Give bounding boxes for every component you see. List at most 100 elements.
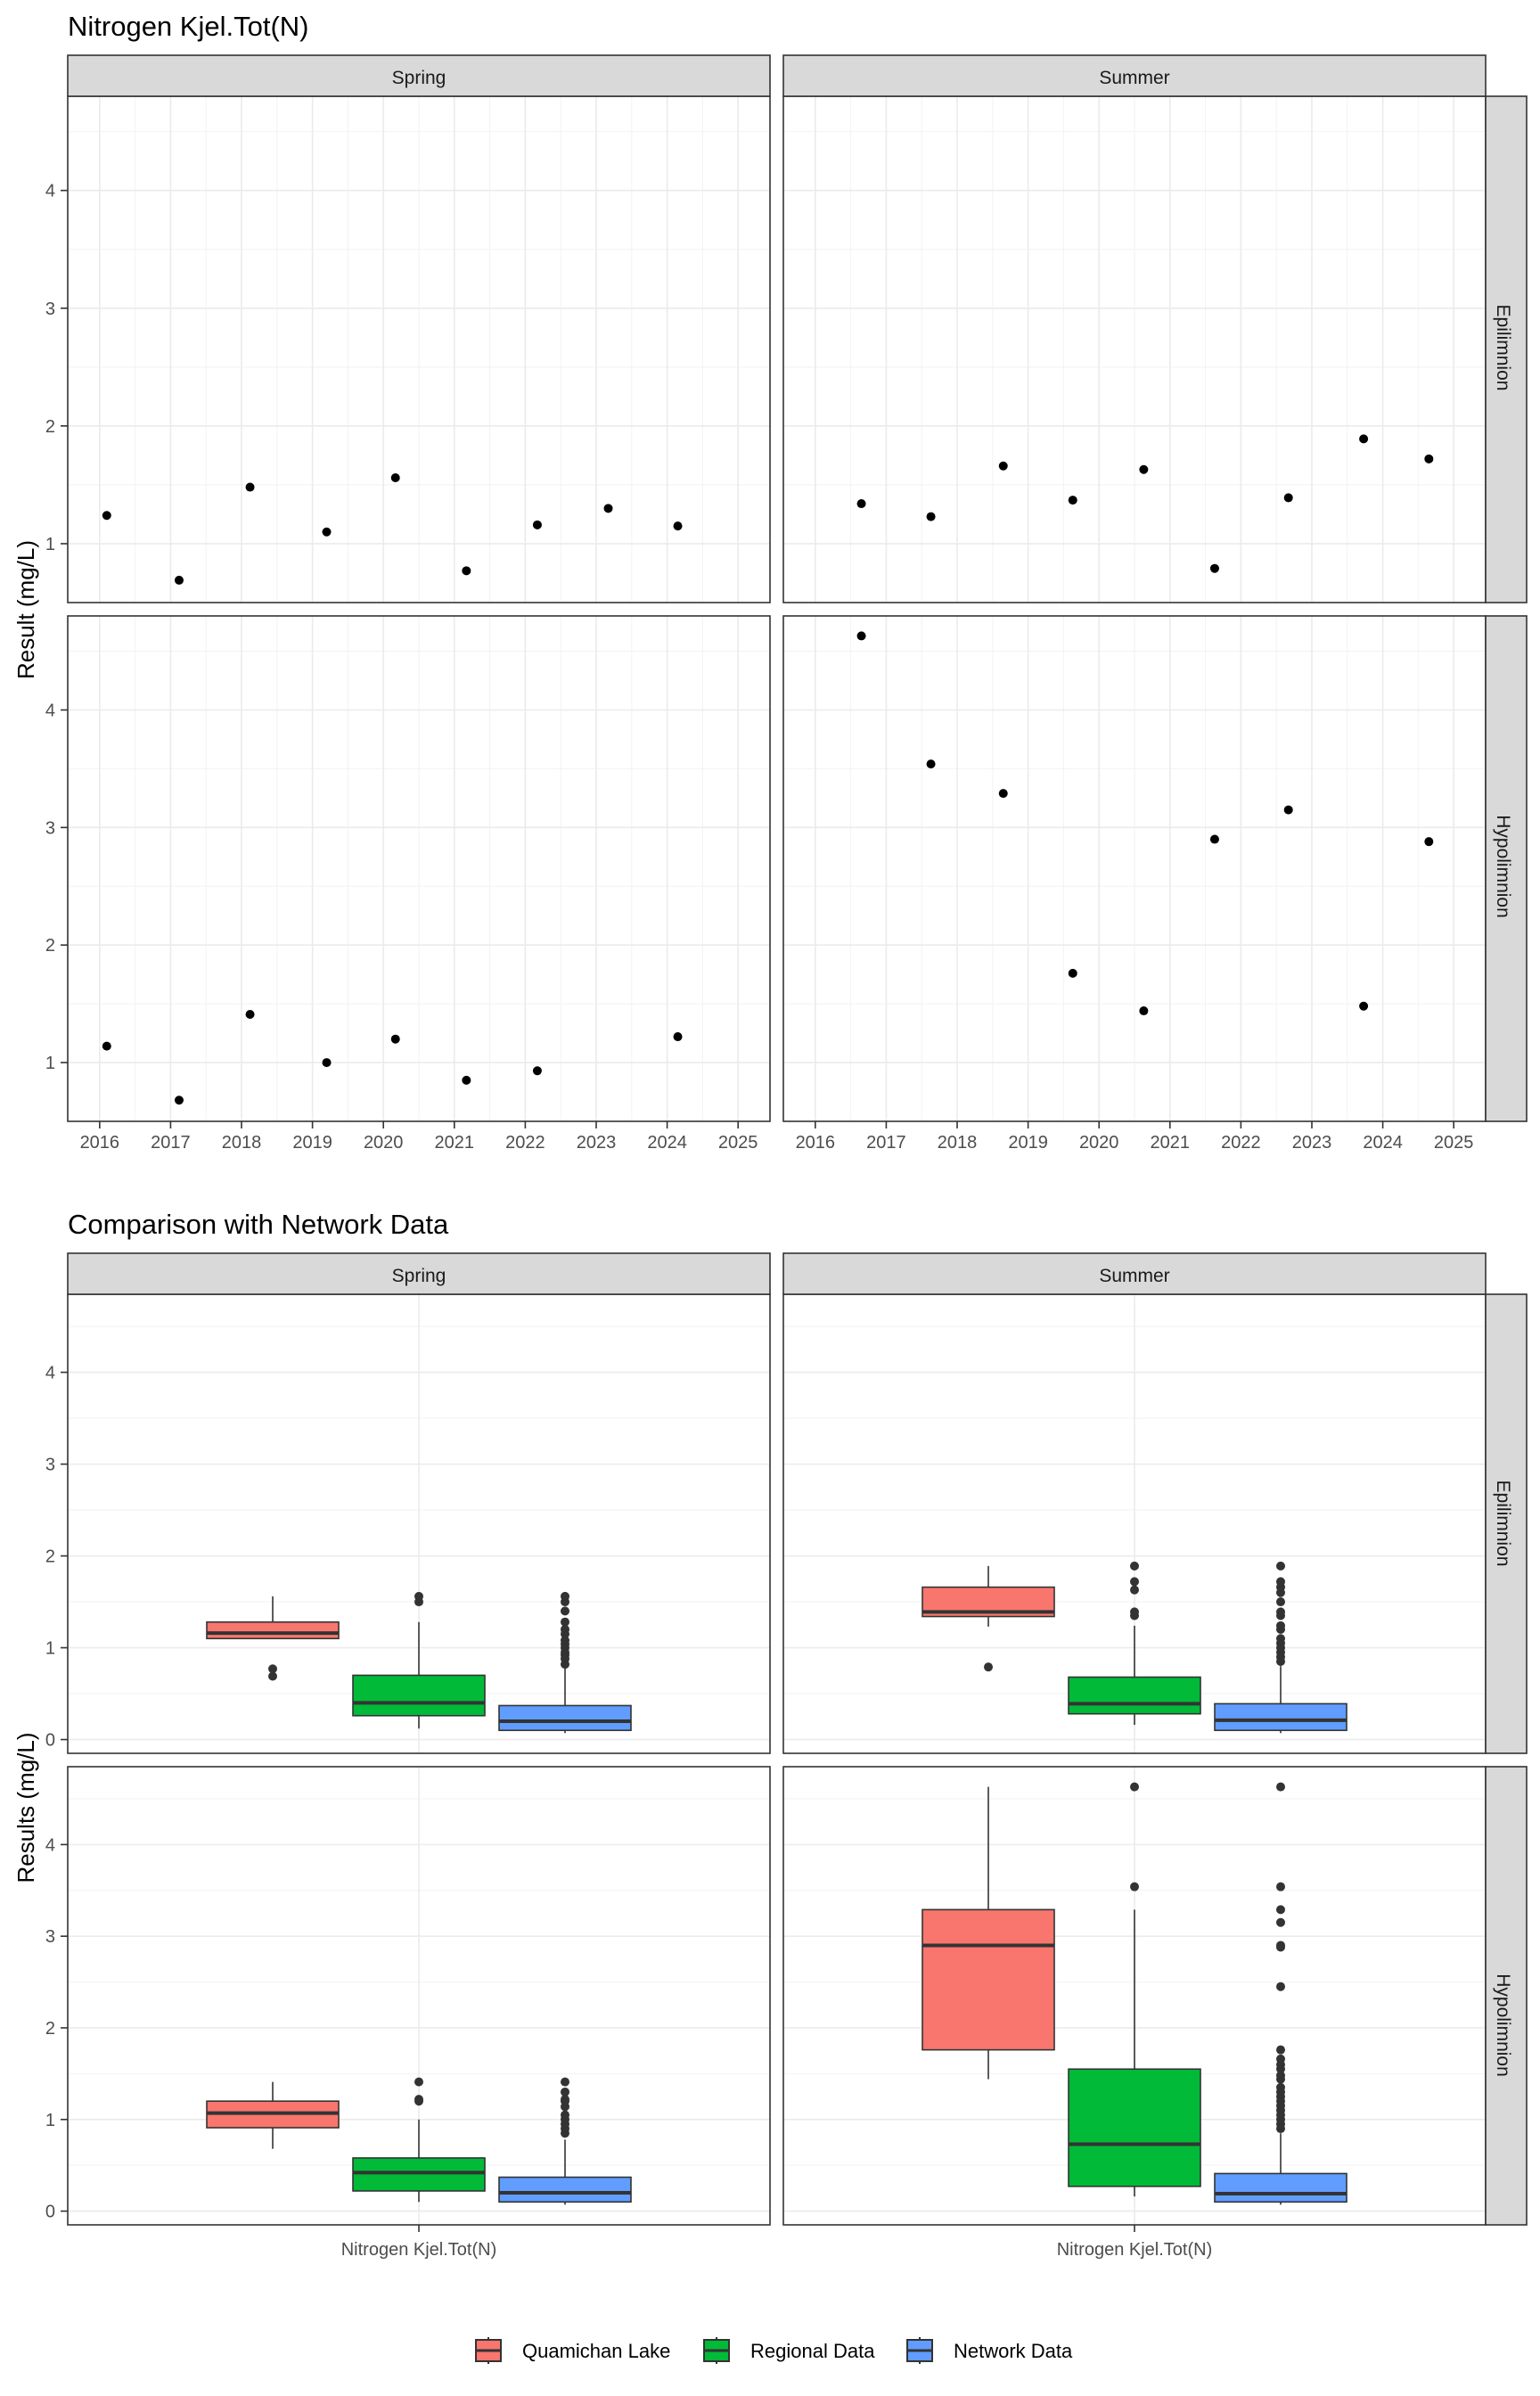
outlier-point	[414, 1597, 423, 1607]
y-tick-label: 3	[45, 1456, 55, 1475]
data-point	[1283, 805, 1293, 815]
outlier-point	[561, 2077, 569, 2087]
y-tick-label: 4	[45, 1835, 55, 1855]
data-point	[1209, 563, 1219, 573]
y-tick-label: 3	[45, 1927, 55, 1947]
legend-label-network-data: Network Data	[954, 2340, 1073, 2362]
x-tick-label: 2024	[1363, 1133, 1403, 1153]
y-tick-label: 0	[45, 1731, 55, 1751]
x-tick-label: 2018	[222, 1133, 262, 1153]
boxplot-strip-background-epilimnion	[1485, 1293, 1528, 1754]
boxplot-x-tick-spring: Nitrogen Kjel.Tot(N)	[341, 2240, 497, 2260]
box-body	[498, 1704, 632, 1732]
data-point	[532, 520, 542, 529]
outlier-point	[1276, 1782, 1285, 1792]
data-point	[926, 759, 936, 769]
outlier-point	[1276, 1607, 1285, 1617]
outlier-point	[414, 2095, 423, 2105]
outlier-point	[1276, 1905, 1285, 1915]
data-point	[174, 1095, 184, 1105]
outlier-point	[1130, 1577, 1139, 1587]
outlier-point	[561, 1624, 569, 1634]
outlier-point	[1276, 2054, 1285, 2064]
box-regional-data	[1068, 1561, 1201, 1726]
scatter-strip-spring: Spring	[392, 68, 446, 88]
outlier-point	[1276, 1561, 1285, 1571]
data-point	[1359, 1001, 1369, 1011]
boxplot-strip-summer: Summer	[1099, 1266, 1169, 1286]
data-point	[1424, 837, 1434, 847]
data-point	[998, 789, 1008, 799]
outlier-point	[1130, 1882, 1139, 1891]
scatter-strip-background-summer	[782, 54, 1487, 97]
x-tick-label: 2018	[938, 1133, 978, 1153]
data-point	[998, 461, 1008, 471]
scatter-strip-epilimnion: Epilimnion	[1493, 305, 1513, 391]
outlier-point	[1276, 1941, 1285, 1950]
data-point	[245, 482, 255, 492]
data-point	[1283, 493, 1293, 503]
data-point	[322, 527, 332, 537]
outlier-point	[561, 1606, 569, 1616]
boxplot-strip-background-summer	[782, 1252, 1487, 1295]
data-point	[245, 1010, 255, 1020]
box-regional-data	[352, 1591, 486, 1729]
boxplot-panel-summer-epilimnion	[782, 1293, 1487, 1754]
data-point	[673, 521, 683, 531]
data-point	[462, 566, 471, 576]
outlier-point	[1276, 2045, 1285, 2055]
x-tick-label: 2016	[796, 1133, 836, 1153]
x-tick-label: 2019	[1008, 1133, 1048, 1153]
box-body	[1214, 2172, 1348, 2203]
data-point	[102, 1041, 111, 1051]
boxplot-title: Comparison with Network Data	[68, 1209, 449, 1240]
boxplot-y-axis-label: Results (mg/L)	[12, 1732, 39, 1883]
outlier-point	[1130, 1585, 1139, 1595]
data-point	[390, 472, 400, 482]
outlier-point	[1276, 2082, 1285, 2092]
data-point	[1068, 496, 1077, 505]
legend-label-quamichan-lake: Quamichan Lake	[522, 2340, 670, 2362]
data-point	[1209, 834, 1219, 844]
data-point	[603, 504, 613, 513]
box-body	[1214, 1703, 1348, 1732]
outlier-point	[561, 1636, 569, 1645]
data-point	[174, 575, 184, 585]
outlier-point	[414, 2077, 423, 2087]
box-body	[922, 1908, 1055, 2051]
scatter-title: Nitrogen Kjel.Tot(N)	[68, 11, 308, 42]
data-point	[102, 511, 111, 521]
legend-item-network-data: Network Data	[906, 2337, 1073, 2364]
scatter-panel-spring-hypolimnion	[67, 615, 771, 1122]
outlier-point	[561, 2087, 569, 2096]
data-point	[926, 512, 936, 521]
x-tick-label: 2024	[647, 1133, 687, 1153]
outlier-point	[1276, 1577, 1285, 1587]
scatter-y-axis-label: Result (mg/L)	[12, 540, 39, 679]
box-network-data	[1214, 1782, 1348, 2205]
data-point	[1139, 1006, 1149, 1016]
outlier-point	[1130, 1607, 1139, 1617]
boxplot-strip-epilimnion: Epilimnion	[1493, 1481, 1513, 1567]
y-tick-label: 0	[45, 2203, 55, 2222]
boxplot-panel-spring-hypolimnion	[67, 1766, 771, 2226]
outlier-point	[561, 2095, 569, 2105]
legend-item-quamichan-lake: Quamichan Lake	[475, 2337, 670, 2364]
y-tick-label: 2	[45, 2019, 55, 2039]
x-tick-label: 2023	[577, 1133, 617, 1153]
scatter-panel-summer-hypolimnion	[782, 615, 1487, 1122]
data-point	[532, 1066, 542, 1076]
x-tick-label: 2023	[1292, 1133, 1332, 1153]
data-point	[322, 1058, 332, 1068]
outlier-point	[1276, 1621, 1285, 1630]
y-tick-label: 1	[45, 1054, 55, 1073]
data-point	[462, 1075, 471, 1085]
x-tick-label: 2021	[1151, 1133, 1191, 1153]
data-point	[390, 1034, 400, 1044]
box-network-data	[1214, 1561, 1348, 1734]
x-tick-label: 2022	[505, 1133, 545, 1153]
y-tick-label: 2	[45, 936, 55, 956]
y-tick-label: 1	[45, 1639, 55, 1659]
